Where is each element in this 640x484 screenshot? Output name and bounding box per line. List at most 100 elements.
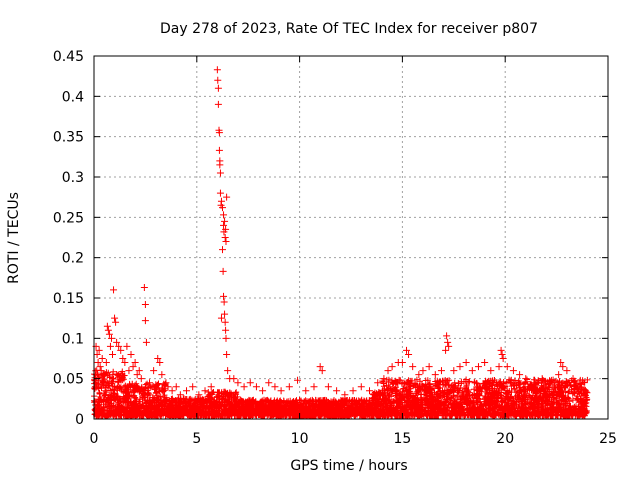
- data-point: [183, 387, 191, 395]
- data-point: [349, 387, 357, 395]
- data-point: [222, 238, 230, 246]
- data-point: [474, 363, 482, 371]
- data-point: [94, 359, 102, 367]
- data-point: [220, 298, 228, 306]
- data-point: [259, 387, 267, 395]
- data-point: [100, 371, 108, 379]
- data-point: [563, 367, 571, 375]
- data-point: [384, 367, 392, 375]
- data-point: [219, 246, 226, 254]
- data-point: [140, 284, 148, 292]
- data-point: [538, 375, 546, 383]
- data-point: [374, 379, 382, 387]
- data-point: [443, 332, 451, 340]
- data-point: [214, 76, 222, 84]
- data-point: [425, 363, 433, 371]
- data-point: [131, 359, 139, 367]
- data-point: [333, 387, 341, 395]
- data-point: [142, 338, 150, 346]
- data-point: [213, 66, 221, 74]
- data-point: [201, 387, 209, 395]
- data-point: [222, 334, 230, 342]
- axes: [93, 55, 609, 420]
- plot-frame: [93, 55, 609, 420]
- data-point: [162, 379, 170, 387]
- data-point: [403, 346, 411, 354]
- data-point: [419, 367, 427, 375]
- data-point: [324, 383, 332, 391]
- data-point: [575, 383, 583, 391]
- data-point: [220, 221, 228, 229]
- data-point: [96, 363, 104, 371]
- y-tick-label: 0.1: [62, 331, 84, 347]
- data-point: [93, 350, 101, 358]
- data-point: [316, 363, 324, 371]
- data-point: [112, 318, 120, 326]
- data-point: [219, 204, 226, 212]
- data-point: [271, 383, 279, 391]
- data-point: [569, 375, 577, 383]
- data-point: [164, 383, 172, 391]
- data-point: [215, 146, 223, 154]
- data-point: [234, 379, 242, 387]
- data-points: [92, 66, 589, 399]
- data-point: [222, 225, 230, 233]
- data-point: [555, 371, 563, 379]
- data-point: [104, 326, 112, 334]
- data-point: [219, 267, 227, 275]
- data-point: [172, 383, 180, 391]
- data-point: [156, 359, 164, 367]
- data-point: [107, 334, 115, 342]
- data-point: [444, 338, 452, 346]
- data-point: [125, 367, 133, 375]
- data-point: [481, 359, 489, 367]
- x-tick-label: 10: [291, 431, 309, 447]
- data-point: [105, 330, 113, 338]
- data-point: [135, 367, 143, 375]
- data-point: [497, 346, 505, 354]
- data-point: [221, 310, 229, 318]
- data-point: [216, 161, 224, 169]
- data-point: [103, 322, 111, 330]
- x-tick-label: 5: [192, 431, 201, 447]
- data-point: [127, 350, 135, 358]
- data-point-cloud-markers: [91, 367, 591, 419]
- data-point: [216, 189, 224, 197]
- data-point: [217, 314, 225, 322]
- data-point: [522, 375, 530, 383]
- data-point: [113, 338, 121, 346]
- data-point: [499, 355, 507, 362]
- x-tick-label: 0: [90, 431, 99, 447]
- y-tick-label: 0: [75, 412, 84, 428]
- data-point: [141, 317, 149, 325]
- data-point: [207, 383, 215, 391]
- data-point: [102, 359, 110, 367]
- data-point: [220, 292, 228, 300]
- y-tick-label: 0.2: [62, 251, 84, 267]
- data-point: [222, 326, 230, 334]
- data-point: [366, 387, 374, 395]
- data-point: [119, 355, 127, 362]
- data-point: [495, 363, 503, 371]
- data-point: [146, 379, 154, 387]
- data-point: [95, 346, 103, 354]
- data-point: [437, 367, 445, 375]
- data-point: [141, 300, 149, 308]
- y-tick-label: 0.45: [53, 49, 84, 65]
- y-tick-label: 0.3: [62, 170, 84, 186]
- data-point: [150, 367, 158, 375]
- data-point: [246, 379, 254, 387]
- data-point: [516, 371, 524, 379]
- data-point: [189, 383, 197, 391]
- data-point: [221, 234, 229, 241]
- data-point: [530, 379, 538, 387]
- data-point: [409, 363, 417, 371]
- data-point: [106, 342, 114, 350]
- data-point: [450, 367, 458, 375]
- data-point: [415, 371, 423, 379]
- data-point: [559, 363, 567, 371]
- data-point: [388, 363, 396, 371]
- data-point: [487, 367, 495, 375]
- data-point: [109, 350, 117, 358]
- data-point: [265, 379, 273, 387]
